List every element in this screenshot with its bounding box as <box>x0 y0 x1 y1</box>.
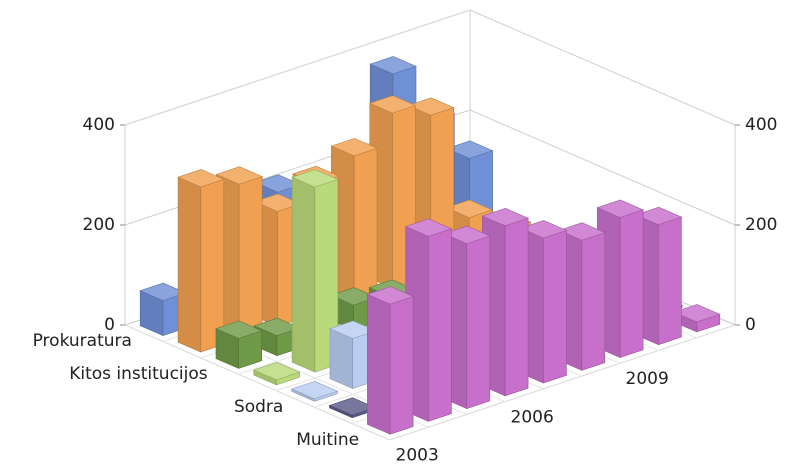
y-tick-label: 400 <box>83 115 115 135</box>
bar <box>215 320 263 369</box>
grid-line <box>469 9 736 126</box>
y2-tick-label: 400 <box>745 115 777 135</box>
bar-face-top <box>519 220 568 239</box>
bar-face-top <box>481 207 529 227</box>
bar-face-top <box>368 95 417 114</box>
bar-face-front <box>658 216 682 346</box>
y2-tick-label: 200 <box>745 215 777 235</box>
bar-face-top <box>252 361 301 381</box>
bar-face-top <box>634 206 683 226</box>
bar-face-front <box>200 178 225 353</box>
bar-face-front <box>353 147 378 302</box>
bar <box>177 169 225 353</box>
bar-face-front <box>581 232 606 371</box>
bar-face-top <box>369 56 417 75</box>
bar-face-top <box>673 304 721 323</box>
bar-face-top <box>443 225 491 244</box>
x-tick-label: 2003 <box>396 446 439 466</box>
row-label: Sodra <box>234 397 283 417</box>
bar-face-top <box>596 199 644 218</box>
bar-face-left <box>329 328 354 389</box>
bar-face-top <box>177 169 225 188</box>
bar-face-top <box>290 380 339 400</box>
bar-face-top <box>445 199 493 218</box>
bar-face-front <box>428 228 452 422</box>
bar-face-left <box>291 176 316 373</box>
bar <box>252 361 301 386</box>
bar-face-top <box>407 97 455 116</box>
bar-face-top <box>446 140 494 159</box>
bar <box>290 380 339 402</box>
bar <box>291 169 339 373</box>
y-tick-label: 0 <box>104 315 115 335</box>
row-label: Prokuratura <box>33 331 132 351</box>
bar-face-top <box>330 138 378 157</box>
bar-face-front <box>619 209 644 358</box>
bar-face-top <box>558 222 606 241</box>
bar-face-top <box>215 166 263 185</box>
y2-tick-label: 0 <box>745 315 756 335</box>
y-tick-label: 200 <box>83 215 115 235</box>
row-label: Muitine <box>296 430 359 450</box>
grid-line <box>469 109 736 226</box>
bar-face-top <box>366 286 414 305</box>
bar-face-front <box>466 235 491 410</box>
row-label: Kitos institucijos <box>69 364 208 384</box>
bar-face-front <box>389 296 414 435</box>
bar-face-top <box>404 218 453 237</box>
bar-face-front <box>504 217 529 397</box>
bar-face-left <box>367 293 391 435</box>
grid-line <box>124 9 471 126</box>
bar-face-top <box>215 320 263 339</box>
bar-face-front <box>543 229 567 384</box>
x-tick-label: 2009 <box>626 369 669 389</box>
bar <box>366 286 414 435</box>
bar-face-top <box>291 169 339 188</box>
x-tick-label: 2006 <box>511 407 554 427</box>
bar-face-front <box>238 176 263 340</box>
bar-face-left <box>177 176 202 353</box>
